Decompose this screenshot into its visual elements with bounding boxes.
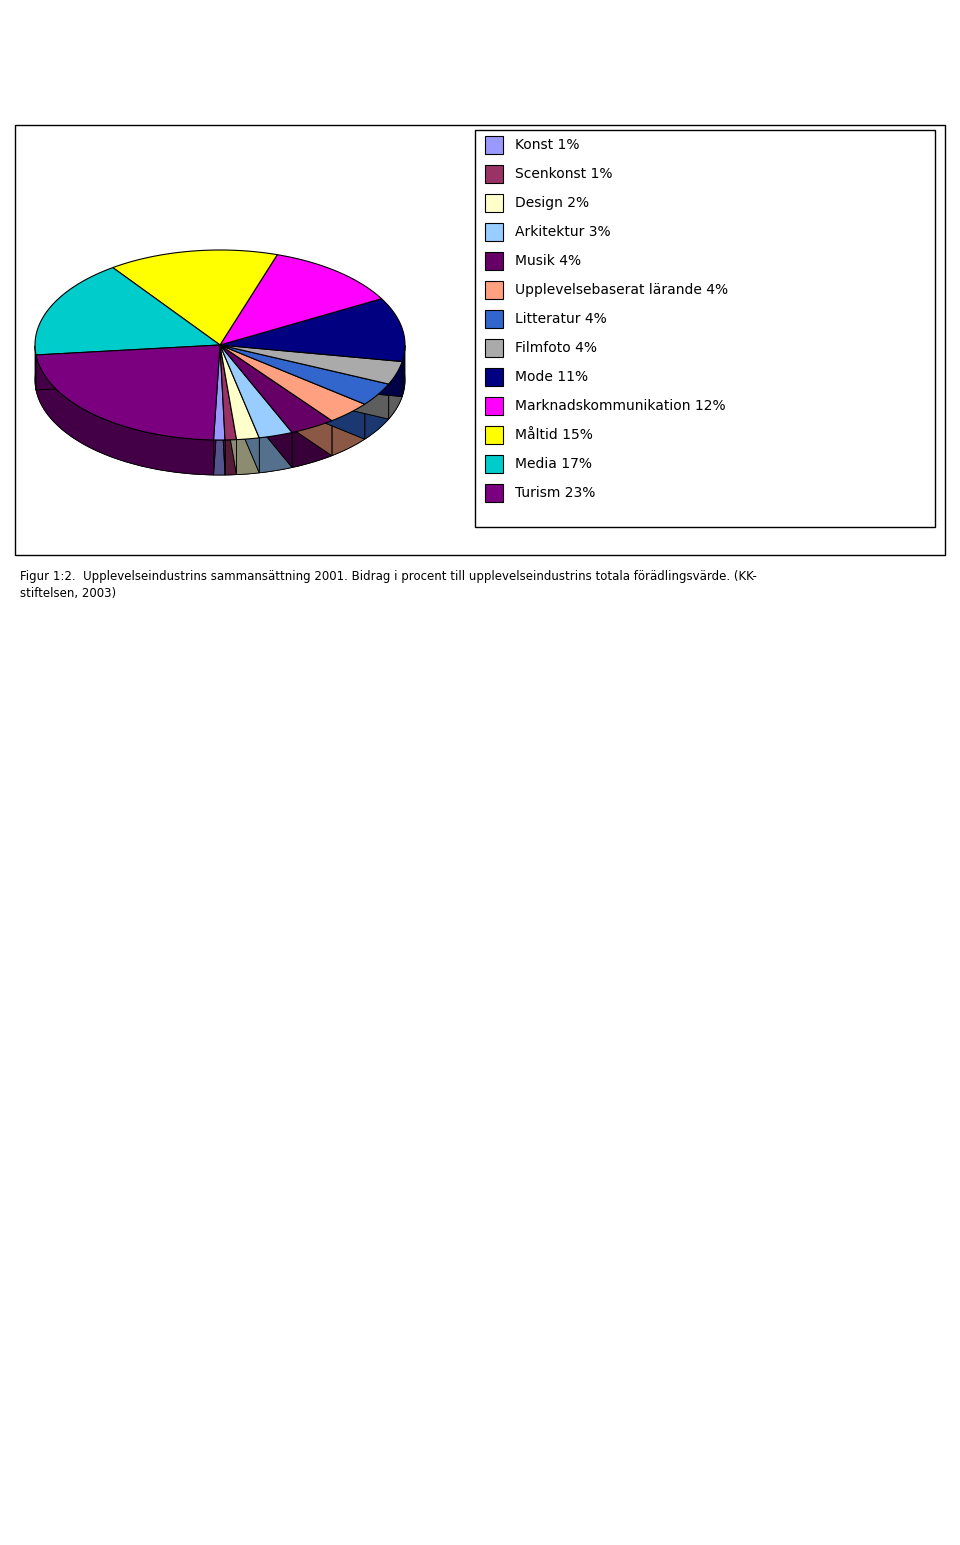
Polygon shape bbox=[220, 345, 389, 419]
Polygon shape bbox=[220, 345, 332, 456]
Bar bbox=[485, 454, 503, 473]
Text: Måltid 15%: Måltid 15% bbox=[515, 428, 593, 442]
Polygon shape bbox=[220, 345, 225, 474]
Bar bbox=[485, 136, 503, 154]
Polygon shape bbox=[112, 250, 277, 345]
Polygon shape bbox=[332, 405, 365, 456]
Text: Filmfoto 4%: Filmfoto 4% bbox=[515, 341, 597, 355]
Polygon shape bbox=[220, 255, 381, 345]
Text: Marknadskommunikation 12%: Marknadskommunikation 12% bbox=[515, 399, 726, 413]
Polygon shape bbox=[220, 345, 402, 385]
Text: Design 2%: Design 2% bbox=[515, 196, 589, 210]
Bar bbox=[485, 484, 503, 502]
Bar bbox=[485, 165, 503, 182]
Polygon shape bbox=[365, 385, 389, 439]
Bar bbox=[485, 397, 503, 416]
Polygon shape bbox=[220, 345, 225, 474]
Polygon shape bbox=[220, 345, 259, 440]
Polygon shape bbox=[220, 345, 332, 456]
Polygon shape bbox=[402, 345, 405, 397]
Bar bbox=[485, 281, 503, 300]
Polygon shape bbox=[35, 267, 220, 355]
Polygon shape bbox=[220, 345, 236, 474]
Text: stiftelsen, 2003): stiftelsen, 2003) bbox=[20, 587, 116, 599]
Polygon shape bbox=[220, 345, 236, 474]
Polygon shape bbox=[220, 345, 259, 473]
Text: Media 17%: Media 17% bbox=[515, 457, 592, 471]
Polygon shape bbox=[220, 345, 389, 405]
Polygon shape bbox=[220, 345, 236, 440]
Polygon shape bbox=[220, 345, 365, 439]
Polygon shape bbox=[220, 345, 402, 397]
Polygon shape bbox=[259, 433, 292, 473]
Polygon shape bbox=[220, 345, 365, 420]
Bar bbox=[485, 338, 503, 357]
Polygon shape bbox=[213, 440, 225, 474]
Text: Scenkonst 1%: Scenkonst 1% bbox=[515, 167, 612, 181]
Polygon shape bbox=[220, 345, 365, 439]
Text: Mode 11%: Mode 11% bbox=[515, 369, 588, 385]
Text: Konst 1%: Konst 1% bbox=[515, 138, 580, 151]
Polygon shape bbox=[220, 345, 292, 468]
Bar bbox=[485, 426, 503, 443]
Polygon shape bbox=[220, 345, 389, 419]
Polygon shape bbox=[36, 355, 213, 474]
Polygon shape bbox=[220, 345, 259, 473]
Polygon shape bbox=[36, 345, 220, 389]
Polygon shape bbox=[236, 437, 259, 474]
Polygon shape bbox=[225, 440, 236, 474]
Bar bbox=[485, 368, 503, 386]
Ellipse shape bbox=[35, 284, 405, 474]
Polygon shape bbox=[213, 345, 220, 474]
Polygon shape bbox=[213, 345, 220, 474]
Text: Turism 23%: Turism 23% bbox=[515, 487, 595, 501]
Polygon shape bbox=[220, 345, 402, 397]
Polygon shape bbox=[213, 345, 225, 440]
Polygon shape bbox=[292, 420, 332, 468]
Polygon shape bbox=[220, 345, 292, 437]
Bar bbox=[485, 311, 503, 328]
Polygon shape bbox=[36, 345, 220, 440]
Polygon shape bbox=[389, 362, 402, 419]
Text: Arkitektur 3%: Arkitektur 3% bbox=[515, 226, 611, 239]
Bar bbox=[15, 125, 945, 555]
Text: Figur 1:2.  Upplevelseindustrins sammansättning 2001. Bidrag i procent till uppl: Figur 1:2. Upplevelseindustrins sammansä… bbox=[20, 570, 756, 582]
Polygon shape bbox=[220, 345, 292, 468]
Polygon shape bbox=[220, 298, 405, 362]
Bar bbox=[485, 252, 503, 270]
Bar bbox=[475, 130, 935, 527]
Text: Musik 4%: Musik 4% bbox=[515, 253, 581, 267]
Bar bbox=[485, 222, 503, 241]
Polygon shape bbox=[35, 346, 36, 389]
Text: Litteratur 4%: Litteratur 4% bbox=[515, 312, 607, 326]
Bar bbox=[485, 195, 503, 212]
Polygon shape bbox=[36, 345, 220, 389]
Text: Upplevelsebaserat lärande 4%: Upplevelsebaserat lärande 4% bbox=[515, 283, 728, 297]
Polygon shape bbox=[220, 345, 332, 433]
